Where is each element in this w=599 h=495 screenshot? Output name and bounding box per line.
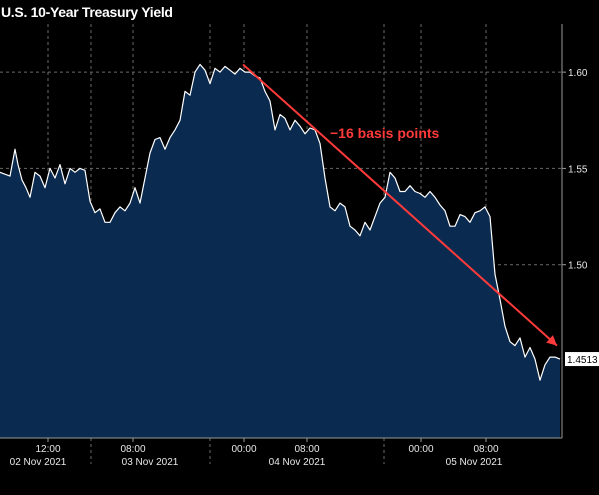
x-date-label: 05 Nov 2021	[446, 457, 503, 468]
annotation-label: −16 basis points	[330, 125, 440, 141]
series-area	[0, 64, 560, 439]
x-tick-label: 08:00	[120, 444, 145, 455]
last-value-box	[565, 352, 599, 367]
last-value-label: 1.4513	[567, 355, 598, 366]
x-date-label: 03 Nov 2021	[122, 457, 179, 468]
chart-title: U.S. 10-Year Treasury Yield	[1, 4, 173, 20]
y-tick-label: 1.60	[568, 68, 588, 79]
trend-arrow-head	[546, 335, 557, 346]
x-tick-label: 08:00	[294, 444, 319, 455]
y-tick-label: 1.50	[568, 261, 588, 272]
y-tick-label: 1.55	[568, 164, 588, 175]
x-date-label: 04 Nov 2021	[269, 457, 326, 468]
x-tick-label: 00:00	[408, 444, 433, 455]
x-tick-label: 00:00	[231, 444, 256, 455]
series-line	[0, 63, 561, 381]
trend-arrow-line	[242, 63, 558, 347]
x-tick-label: 08:00	[473, 444, 498, 455]
x-tick-label: 12:00	[35, 444, 60, 455]
x-date-label: 02 Nov 2021	[10, 457, 67, 468]
